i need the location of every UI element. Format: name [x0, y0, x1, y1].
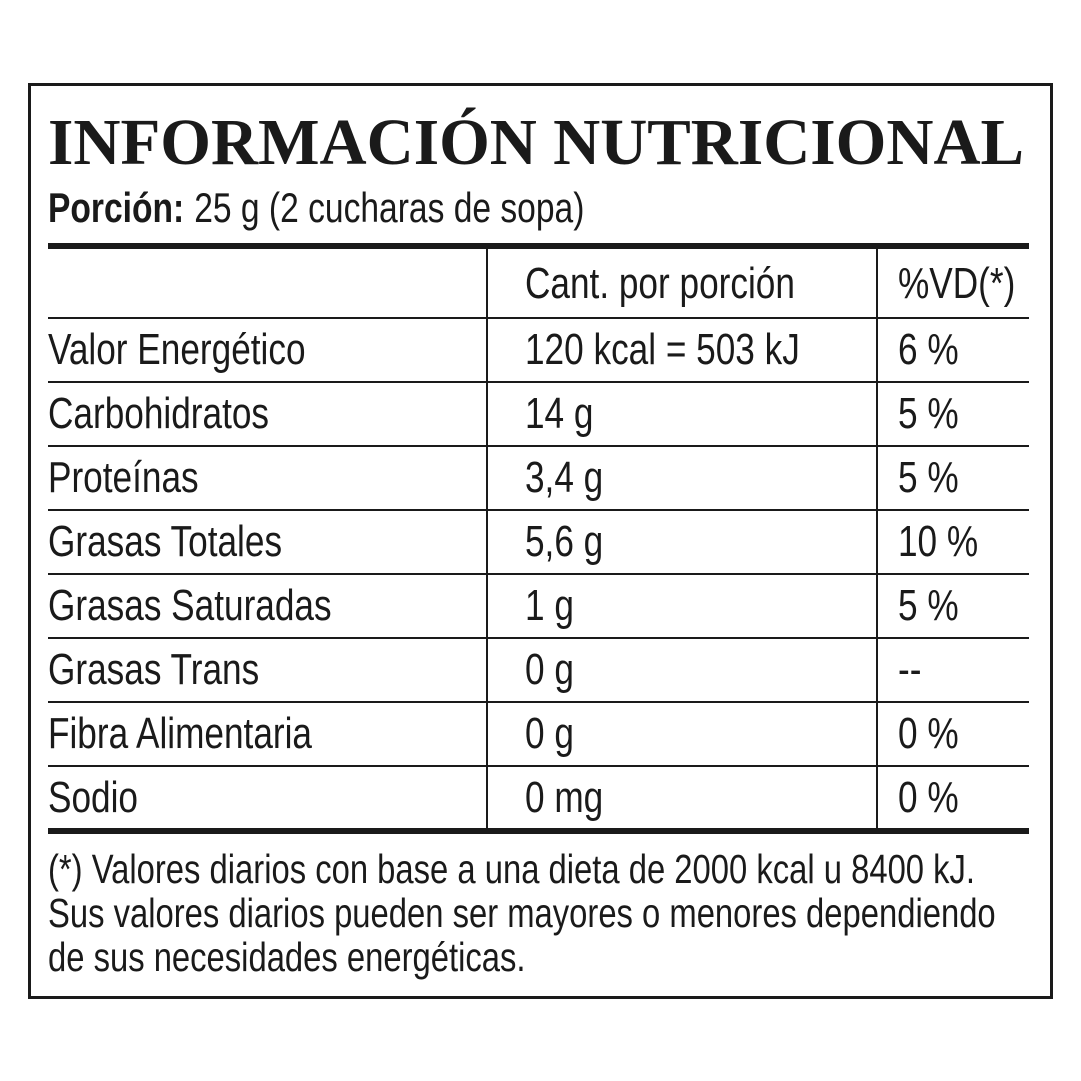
daily-value: 5 %	[898, 453, 959, 502]
amount: 14 g	[525, 389, 593, 438]
nutrient-name-group: Grasas Trans	[48, 645, 259, 694]
nutrient-name-group: Grasas Saturadas	[48, 581, 332, 630]
daily-value-group: --	[898, 645, 921, 694]
nutrient-name: Sodio	[48, 773, 138, 822]
border	[28, 83, 1053, 999]
serving-text-group: 25 g (2 cucharas de sopa)	[194, 186, 584, 232]
footnote-line-group: de sus necesidades energéticas.	[48, 933, 526, 979]
daily-value-group: 0 %	[898, 773, 959, 822]
daily-value: 0 %	[898, 773, 959, 822]
nutrient-name: Fibra Alimentaria	[48, 709, 313, 758]
amount-group: 0 mg	[525, 773, 603, 822]
nutrient-name-group: Carbohidratos	[48, 389, 269, 438]
amount: 0 mg	[525, 773, 603, 822]
daily-value-group: 0 %	[898, 709, 959, 758]
nutrient-name: Grasas Totales	[48, 517, 282, 566]
nutrient-name: Grasas Saturadas	[48, 581, 332, 630]
title: INFORMACIÓN NUTRICIONAL	[48, 106, 1024, 179]
column-header-group: Cant. por porción	[525, 259, 795, 308]
nutrient-name-group: Grasas Totales	[48, 517, 282, 566]
serving-label-group: Porción:	[48, 186, 184, 232]
daily-value-group: 6 %	[898, 325, 959, 374]
serving-label: Porción:	[48, 186, 184, 232]
amount-group: 120 kcal = 503 kJ	[525, 325, 800, 374]
footnote-line-group: (*) Valores diarios con base a una dieta…	[48, 845, 975, 891]
amount: 0 g	[525, 645, 574, 694]
nutrient-name: Grasas Trans	[48, 645, 259, 694]
footnote-line-group: Sus valores diarios pueden ser mayores o…	[48, 889, 996, 935]
nutrient-name-group: Proteínas	[48, 453, 199, 502]
amount: 0 g	[525, 709, 574, 758]
footnote-line: (*) Valores diarios con base a una dieta…	[48, 845, 975, 891]
nutrient-name-group: Fibra Alimentaria	[48, 709, 313, 758]
serving-text: 25 g (2 cucharas de sopa)	[194, 186, 584, 232]
amount-group: 5,6 g	[525, 517, 603, 566]
daily-value: 0 %	[898, 709, 959, 758]
amount: 3,4 g	[525, 453, 603, 502]
footnote-line: Sus valores diarios pueden ser mayores o…	[48, 889, 996, 935]
amount: 120 kcal = 503 kJ	[525, 325, 800, 374]
column-header: %VD(*)	[898, 259, 1015, 308]
daily-value-group: 5 %	[898, 581, 959, 630]
daily-value-group: 5 %	[898, 389, 959, 438]
amount-group: 0 g	[525, 645, 574, 694]
amount: 5,6 g	[525, 517, 603, 566]
nutrient-name: Valor Energético	[48, 325, 306, 374]
daily-value: 10 %	[898, 517, 978, 566]
nutrient-name-group: Sodio	[48, 773, 138, 822]
footnote-line: de sus necesidades energéticas.	[48, 933, 526, 979]
nutrient-name-group: Valor Energético	[48, 325, 306, 374]
daily-value-group: 5 %	[898, 453, 959, 502]
daily-value: 5 %	[898, 581, 959, 630]
daily-value-group: 10 %	[898, 517, 978, 566]
amount-group: 14 g	[525, 389, 593, 438]
daily-value: --	[898, 645, 921, 694]
amount-group: 0 g	[525, 709, 574, 758]
nutrient-name: Carbohidratos	[48, 389, 269, 438]
column-header: Cant. por porción	[525, 259, 795, 308]
amount-group: 3,4 g	[525, 453, 603, 502]
nutrient-name: Proteínas	[48, 453, 199, 502]
daily-value: 6 %	[898, 325, 959, 374]
column-header-group: %VD(*)	[898, 259, 1015, 308]
amount-group: 1 g	[525, 581, 574, 630]
amount: 1 g	[525, 581, 574, 630]
daily-value: 5 %	[898, 389, 959, 438]
